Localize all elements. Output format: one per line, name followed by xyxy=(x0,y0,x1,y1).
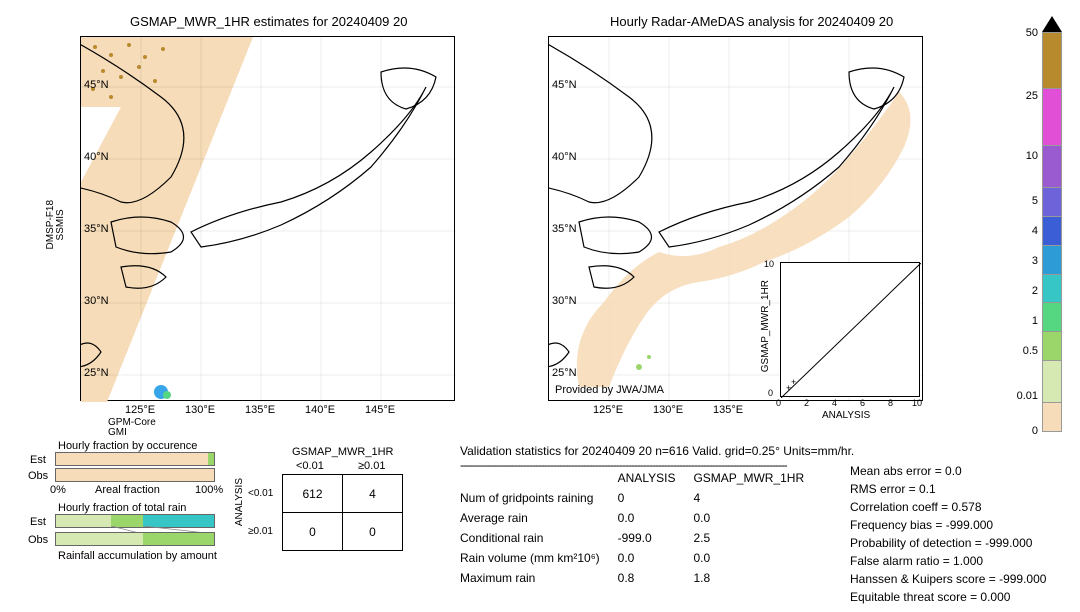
colorbar-top-tri xyxy=(1042,16,1062,32)
right-map-credit: Provided by JWA/JMA xyxy=(555,384,664,396)
stats-header: Validation statistics for 20240409 20 n=… xyxy=(460,444,854,458)
h2-row-obs: Obs xyxy=(28,534,48,546)
scatter-xlabel: ANALYSIS xyxy=(822,410,870,421)
h1-row-obs: Obs xyxy=(28,470,48,482)
ct-colhdr: GSMAP_MWR_1HR xyxy=(292,446,393,458)
h1-ax0: 0% xyxy=(50,484,66,496)
h1-ax1: Areal fraction xyxy=(95,484,160,496)
contingency-table: 6124 00 xyxy=(282,474,403,551)
scatter-panel: ++ xyxy=(780,262,920,397)
left-map xyxy=(80,36,455,401)
h1-est-bar xyxy=(55,452,215,466)
ct-row0: <0.01 xyxy=(248,488,273,499)
h2-row-est: Est xyxy=(30,516,46,528)
h1-title: Hourly fraction by occurence xyxy=(58,440,197,452)
ct-col0: <0.01 xyxy=(296,460,324,472)
h3-title: Rainfall accumulation by amount xyxy=(58,550,217,562)
svg-text:+: + xyxy=(791,377,796,387)
h1-obs-bar xyxy=(55,468,215,482)
ct-row1: ≥0.01 xyxy=(248,526,273,537)
h2-obs-bar xyxy=(55,532,215,546)
h2-title: Hourly fraction of total rain xyxy=(58,502,186,514)
colorbar xyxy=(1042,32,1062,432)
stats-table: ANALYSISGSMAP_MWR_1HR Num of gridpoints … xyxy=(460,468,822,588)
left-map-svg xyxy=(81,37,456,402)
scatter-ylabel: GSMAP_MWR_1HR xyxy=(760,280,771,372)
error-metrics: Mean abs error = 0.0RMS error = 0.1Corre… xyxy=(850,462,1046,606)
ct-col1: ≥0.01 xyxy=(358,460,385,472)
ct-rowhdr: ANALYSIS xyxy=(234,478,245,526)
right-map-title: Hourly Radar-AMeDAS analysis for 2024040… xyxy=(610,14,893,29)
left-side-bot: GPM-Core GMI xyxy=(108,418,156,438)
h1-row-est: Est xyxy=(30,454,46,466)
h1-ax2: 100% xyxy=(195,484,223,496)
left-map-title: GSMAP_MWR_1HR estimates for 20240409 20 xyxy=(130,14,407,29)
left-side-top: DMSP-F18 SSMIS xyxy=(46,200,66,249)
